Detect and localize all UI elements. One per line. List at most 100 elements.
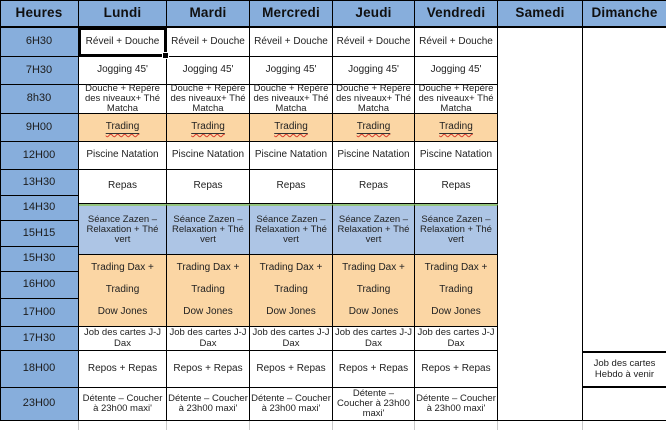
mardi-cell-trading[interactable]: Trading bbox=[167, 114, 250, 142]
samedi-empty-cell[interactable] bbox=[498, 28, 583, 421]
mardi-cell-detente[interactable]: Détente – Coucher à 23h00 maxi' bbox=[167, 388, 250, 421]
jeudi-cell-repas[interactable]: Repas bbox=[333, 170, 415, 204]
header-vendredi[interactable]: Vendredi bbox=[415, 0, 498, 28]
jeudi-cell-piscine[interactable]: Piscine Natation bbox=[333, 142, 415, 170]
time-cell-9h00[interactable]: 9H00 bbox=[0, 114, 79, 142]
lundi-cell-trading-dax[interactable]: Trading Dax + Trading Dow Jones bbox=[79, 255, 167, 327]
mardi-cell-job-cartes[interactable]: Job des cartes J-J Dax bbox=[167, 327, 250, 351]
jeudi-trading-dax-line: Dow Jones bbox=[348, 305, 399, 317]
time-cell-14h30[interactable]: 14H30 bbox=[0, 196, 79, 221]
partial-row-gridline bbox=[414, 421, 415, 430]
time-cell-8h30[interactable]: 8h30 bbox=[0, 85, 79, 114]
lundi-trading-dax-line: Trading bbox=[105, 284, 140, 296]
lundi-cell-piscine[interactable]: Piscine Natation bbox=[79, 142, 167, 170]
mercredi-trading-dax-line: Dow Jones bbox=[266, 305, 316, 317]
partial-row-gridline bbox=[78, 421, 79, 430]
column-mercredi: Mercredi Réveil + Douche Jogging 45' Douche… bbox=[250, 0, 333, 421]
mercredi-cell-trading-dax[interactable]: Trading Dax + Trading Dow Jones bbox=[250, 255, 333, 327]
lundi-cell-reveil[interactable]: Réveil + Douche bbox=[79, 28, 169, 59]
jeudi-trading-dax-line: Trading bbox=[356, 284, 391, 296]
vendredi-cell-job-cartes[interactable]: Job des cartes J-J Dax bbox=[415, 327, 498, 351]
lundi-cell-trading[interactable]: Trading bbox=[79, 114, 167, 142]
mercredi-cell-piscine[interactable]: Piscine Natation bbox=[250, 142, 333, 170]
mercredi-cell-repas[interactable]: Repas bbox=[250, 170, 333, 204]
time-cell-6h30[interactable]: 6H30 bbox=[0, 28, 79, 57]
lundi-cell-zazen[interactable]: Séance Zazen – Relaxation + Thé vert bbox=[79, 204, 167, 255]
lundi-cell-job-cartes[interactable]: Job des cartes J-J Dax bbox=[79, 327, 167, 351]
header-heures[interactable]: Heures bbox=[0, 0, 79, 28]
vendredi-trading-dax-line: Trading bbox=[439, 284, 473, 296]
vendredi-cell-jogging[interactable]: Jogging 45' bbox=[415, 57, 498, 85]
mardi-cell-jogging[interactable]: Jogging 45' bbox=[167, 57, 250, 85]
time-cell-7h30[interactable]: 7H30 bbox=[0, 57, 79, 85]
mardi-cell-douche[interactable]: Douche + Repère des niveaux+ Thé Matcha bbox=[167, 83, 250, 114]
vendredi-cell-zazen[interactable]: Séance Zazen – Relaxation + Thé vert bbox=[415, 204, 498, 255]
vendredi-cell-douche[interactable]: Douche + Repère des niveaux+ Thé Matcha bbox=[415, 83, 498, 114]
jeudi-cell-zazen[interactable]: Séance Zazen – Relaxation + Thé vert bbox=[333, 204, 415, 255]
mardi-cell-reveil[interactable]: Réveil + Douche bbox=[167, 28, 250, 57]
lundi-cell-douche[interactable]: Douche + Repère des niveaux+ Thé Matcha bbox=[79, 83, 167, 114]
jeudi-cell-douche[interactable]: Douche + Repère des niveaux+ Thé Matcha bbox=[333, 83, 415, 114]
mercredi-cell-reveil[interactable]: Réveil + Douche bbox=[250, 28, 333, 57]
time-cell-23h00[interactable]: 23H00 bbox=[0, 388, 79, 421]
vendredi-cell-detente[interactable]: Détente – Coucher à 23h00 maxi' bbox=[415, 388, 498, 421]
mercredi-cell-jogging[interactable]: Jogging 45' bbox=[250, 57, 333, 85]
time-cell-15h15[interactable]: 15H15 bbox=[0, 221, 79, 247]
mercredi-cell-douche[interactable]: Douche + Repère des niveaux+ Thé Matcha bbox=[250, 83, 333, 114]
mardi-trading-label: Trading bbox=[191, 121, 225, 133]
mardi-cell-repas[interactable]: Repas bbox=[167, 170, 250, 204]
header-samedi[interactable]: Samedi bbox=[498, 0, 583, 28]
jeudi-cell-reveil[interactable]: Réveil + Douche bbox=[333, 28, 415, 57]
header-mercredi[interactable]: Mercredi bbox=[250, 0, 333, 28]
mardi-cell-trading-dax[interactable]: Trading Dax + Trading Dow Jones bbox=[167, 255, 250, 327]
time-cell-12h00[interactable]: 12H00 bbox=[0, 142, 79, 170]
header-mardi[interactable]: Mardi bbox=[167, 0, 250, 28]
vendredi-cell-piscine[interactable]: Piscine Natation bbox=[415, 142, 498, 170]
mercredi-trading-label: Trading bbox=[274, 121, 308, 133]
dimanche-cell-job-hebdo[interactable]: Job des cartes Hebdo à venir bbox=[583, 351, 666, 388]
time-cell-16h00[interactable]: 16H00 bbox=[0, 272, 79, 299]
lundi-trading-label: Trading bbox=[105, 121, 140, 133]
vendredi-cell-trading[interactable]: Trading bbox=[415, 114, 498, 142]
vendredi-cell-repas[interactable]: Repas bbox=[415, 170, 498, 204]
dimanche-empty-top[interactable] bbox=[583, 28, 666, 351]
column-dimanche: Dimanche Job des cartes Hebdo à venir bbox=[583, 0, 666, 421]
lundi-cell-repos[interactable]: Repos + Repas bbox=[79, 351, 167, 388]
jeudi-cell-trading[interactable]: Trading bbox=[333, 114, 415, 142]
dimanche-empty-bottom[interactable] bbox=[583, 388, 666, 421]
mercredi-cell-trading[interactable]: Trading bbox=[250, 114, 333, 142]
mercredi-cell-repos[interactable]: Repos + Repas bbox=[250, 351, 333, 388]
mardi-cell-piscine[interactable]: Piscine Natation bbox=[167, 142, 250, 170]
lundi-cell-detente[interactable]: Détente – Coucher à 23h00 maxi' bbox=[79, 388, 167, 421]
lundi-cell-repas[interactable]: Repas bbox=[79, 170, 167, 204]
jeudi-cell-job-cartes[interactable]: Job des cartes J-J Dax bbox=[333, 327, 415, 351]
header-lundi[interactable]: Lundi bbox=[79, 0, 167, 28]
spellcheck-underline: Trading bbox=[357, 121, 391, 133]
spellcheck-underline: Trading bbox=[191, 121, 225, 133]
jeudi-cell-trading-dax[interactable]: Trading Dax + Trading Dow Jones bbox=[333, 255, 415, 327]
mercredi-cell-job-cartes[interactable]: Job des cartes J-J Dax bbox=[250, 327, 333, 351]
jeudi-cell-detente[interactable]: Détente – Coucher à 23h00 maxi' bbox=[333, 388, 415, 421]
jeudi-cell-repos[interactable]: Repos + Repas bbox=[333, 351, 415, 388]
header-dimanche[interactable]: Dimanche bbox=[583, 0, 666, 28]
vendredi-cell-trading-dax[interactable]: Trading Dax + Trading Dow Jones bbox=[415, 255, 498, 327]
mercredi-cell-detente[interactable]: Détente – Coucher à 23h00 maxi' bbox=[250, 388, 333, 421]
vendredi-trading-dax-line: Dow Jones bbox=[431, 305, 481, 317]
time-cell-17h30[interactable]: 17H30 bbox=[0, 327, 79, 351]
spellcheck-underline: Trading bbox=[439, 121, 473, 133]
mardi-cell-zazen[interactable]: Séance Zazen – Relaxation + Thé vert bbox=[167, 204, 250, 255]
partial-row-gridline bbox=[497, 421, 498, 430]
lundi-trading-dax-line: Trading Dax + bbox=[91, 262, 154, 274]
lundi-cell-jogging[interactable]: Jogging 45' bbox=[79, 57, 167, 85]
jeudi-cell-jogging[interactable]: Jogging 45' bbox=[333, 57, 415, 85]
time-cell-17h00[interactable]: 17H00 bbox=[0, 299, 79, 327]
vendredi-cell-reveil[interactable]: Réveil + Douche bbox=[415, 28, 498, 57]
mardi-cell-repos[interactable]: Repos + Repas bbox=[167, 351, 250, 388]
time-cell-13h30[interactable]: 13H30 bbox=[0, 170, 79, 196]
time-cell-15h30[interactable]: 15H30 bbox=[0, 247, 79, 272]
vendredi-cell-repos[interactable]: Repos + Repas bbox=[415, 351, 498, 388]
mercredi-trading-dax-line: Trading Dax + bbox=[259, 262, 323, 274]
time-cell-18h00[interactable]: 18H00 bbox=[0, 351, 79, 388]
mercredi-cell-zazen[interactable]: Séance Zazen – Relaxation + Thé vert bbox=[250, 204, 333, 255]
header-jeudi[interactable]: Jeudi bbox=[333, 0, 415, 28]
